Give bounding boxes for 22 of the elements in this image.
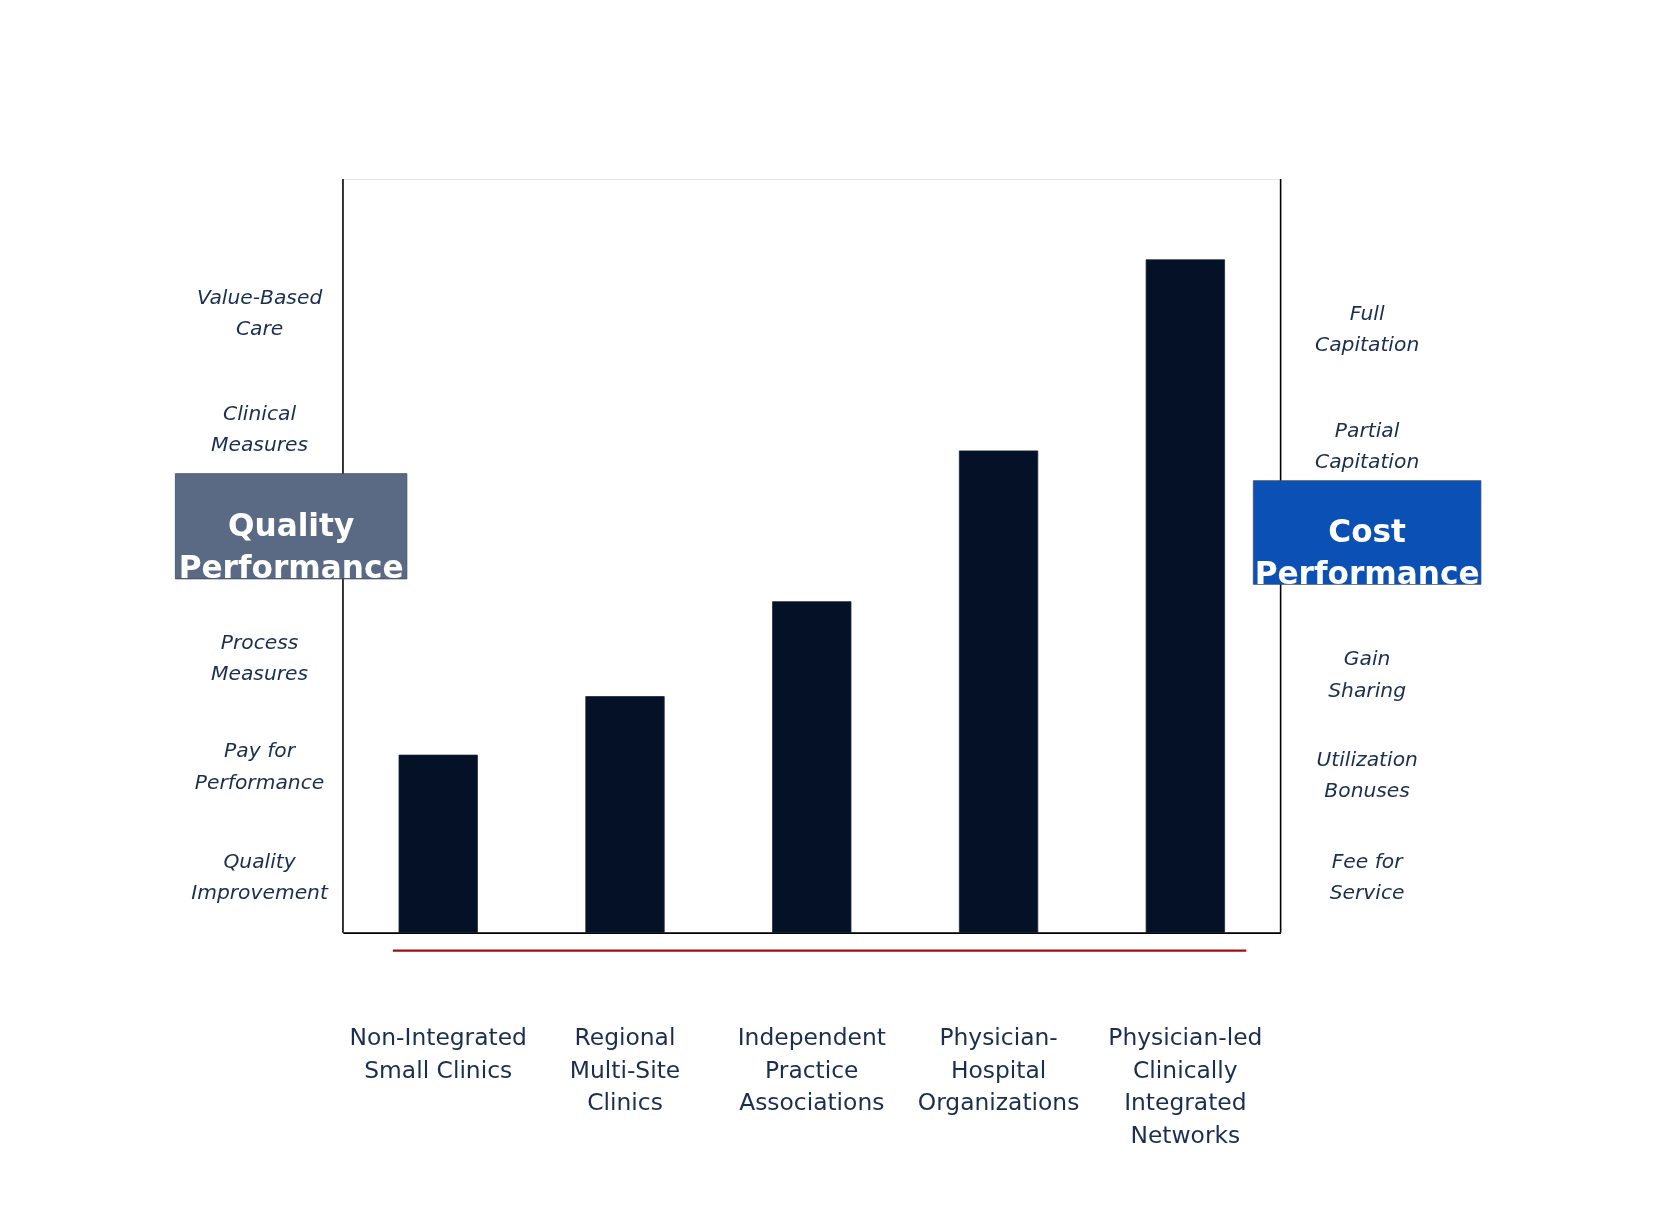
text: Quality Improvement <box>191 849 329 905</box>
text: Utilization Bonuses <box>1316 746 1418 803</box>
bar <box>1145 259 1225 934</box>
x-tick-label: Independent Practice Associations <box>737 1022 886 1117</box>
bar <box>772 601 852 934</box>
text: Process Measures <box>211 630 309 686</box>
text: Partial Capitation <box>1315 418 1420 474</box>
y2-axis-title: Cost Performance <box>1254 512 1480 591</box>
x-tick-label: Regional Multi-Site Clinics <box>569 1022 681 1117</box>
text: Fee for Service <box>1329 849 1405 905</box>
x-tick-label: Physician-led Clinically Integrated Networks <box>1108 1022 1263 1150</box>
x-tick-label: Physician-Hospital Organizations <box>917 1022 1080 1117</box>
bar <box>958 450 1039 934</box>
text: Gain Sharing <box>1328 646 1407 702</box>
bar <box>398 754 478 934</box>
x-tick-label: Non-Integrated Small Clinics <box>349 1022 527 1084</box>
y-axis-title: Quality Performance <box>178 506 404 585</box>
text: Value-Based Care <box>196 284 323 340</box>
text: Clinical Measures <box>211 400 309 457</box>
text: Pay for Performance <box>194 738 325 794</box>
bar <box>585 696 665 934</box>
text: Full Capitation <box>1315 301 1420 357</box>
